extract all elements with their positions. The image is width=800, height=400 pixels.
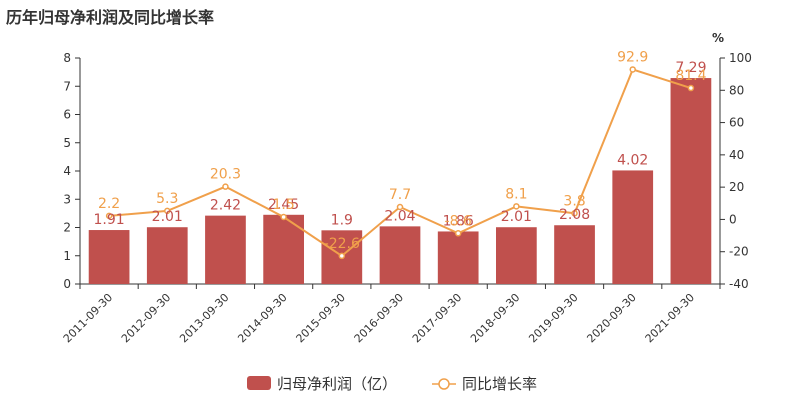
chart-title: 历年归母净利润及同比增长率 — [6, 8, 215, 27]
left-tick-label: 8 — [63, 51, 71, 65]
left-tick-label: 4 — [63, 164, 71, 178]
line-value-label: 92.9 — [617, 49, 648, 65]
right-tick-label: 60 — [729, 116, 744, 130]
right-tick-label: -20 — [729, 245, 749, 259]
line-point — [454, 230, 462, 237]
x-tick-label: 2019-09-30 — [526, 291, 580, 345]
x-tick-label: 2021-09-30 — [643, 291, 697, 345]
line-value-label: 5.3 — [156, 191, 178, 207]
bar-value-label: 1.91 — [94, 212, 125, 228]
bar-value-label: 2.01 — [152, 209, 183, 225]
right-tick-label: 100 — [729, 51, 752, 65]
right-tick-label: 80 — [729, 83, 744, 97]
bar — [379, 226, 421, 284]
left-tick-label: 5 — [63, 136, 71, 150]
bar — [205, 215, 246, 284]
bar-value-label: 4.02 — [617, 152, 648, 168]
right-axis-unit: % — [712, 31, 724, 45]
x-tick-label: 2015-09-30 — [294, 291, 348, 345]
left-tick-label: 3 — [63, 192, 71, 206]
x-tick-label: 2018-09-30 — [468, 291, 522, 345]
bar-value-label: 2.04 — [384, 208, 415, 224]
bar — [554, 225, 595, 284]
bar — [88, 230, 130, 284]
right-tick-label: -40 — [729, 277, 749, 291]
bar-value-label: 2.08 — [559, 207, 590, 223]
right-tick-label: 20 — [729, 180, 744, 194]
right-tick-label: 0 — [729, 212, 737, 226]
x-tick-label: 2020-09-30 — [584, 291, 638, 345]
bar — [496, 227, 537, 284]
x-tick-label: 2012-09-30 — [119, 291, 173, 345]
x-tick-label: 2017-09-30 — [410, 291, 464, 345]
line-value-label: -8.6 — [445, 213, 472, 229]
bar — [146, 227, 188, 284]
line-value-label: 1.5 — [273, 197, 295, 213]
line-point — [396, 203, 404, 211]
left-tick-label: 0 — [63, 277, 71, 291]
x-tick-label: 2011-09-30 — [61, 291, 115, 345]
x-tick-label: 2013-09-30 — [177, 291, 231, 345]
line-point — [280, 213, 287, 221]
line-value-label: 7.7 — [389, 187, 411, 203]
left-tick-label: 6 — [63, 108, 71, 122]
bar-value-label: 1.86 — [443, 213, 474, 229]
line-point — [513, 203, 520, 210]
left-tick-label: 7 — [63, 79, 71, 93]
line-value-label: 2.2 — [98, 196, 120, 212]
bar-value-label: 2.42 — [210, 198, 241, 214]
legend-bar-label: 归母净利润（亿） — [277, 375, 397, 393]
line-point — [338, 252, 346, 260]
line-point — [164, 207, 171, 215]
line-value-label: 3.8 — [563, 193, 585, 209]
line-value-label: 81.4 — [675, 68, 706, 84]
line-value-label: 20.3 — [210, 167, 241, 183]
bar — [263, 214, 304, 284]
line-point — [571, 210, 578, 217]
line-value-label: -22.6 — [324, 236, 360, 252]
left-tick-label: 1 — [63, 249, 71, 263]
line-value-label: 8.1 — [505, 186, 527, 202]
line-point — [687, 84, 695, 92]
bar-value-label: 2.01 — [501, 209, 532, 225]
bar — [670, 78, 712, 285]
x-tick-label: 2016-09-30 — [352, 291, 406, 345]
bar-value-label: 2.45 — [268, 197, 299, 213]
line-point — [222, 183, 229, 190]
bar — [612, 170, 654, 284]
left-tick-label: 2 — [63, 221, 71, 235]
bar-value-label: 1.9 — [331, 212, 353, 228]
legend-line-marker — [438, 378, 450, 390]
bar-value-label: 7.29 — [675, 60, 706, 76]
line-point — [105, 212, 113, 220]
legend-line-label: 同比增长率 — [462, 375, 537, 393]
x-tick-label: 2014-09-30 — [235, 291, 289, 345]
bar — [437, 231, 479, 284]
legend-bar-swatch — [247, 376, 271, 390]
line-point — [629, 66, 636, 73]
right-tick-label: 40 — [729, 148, 744, 162]
